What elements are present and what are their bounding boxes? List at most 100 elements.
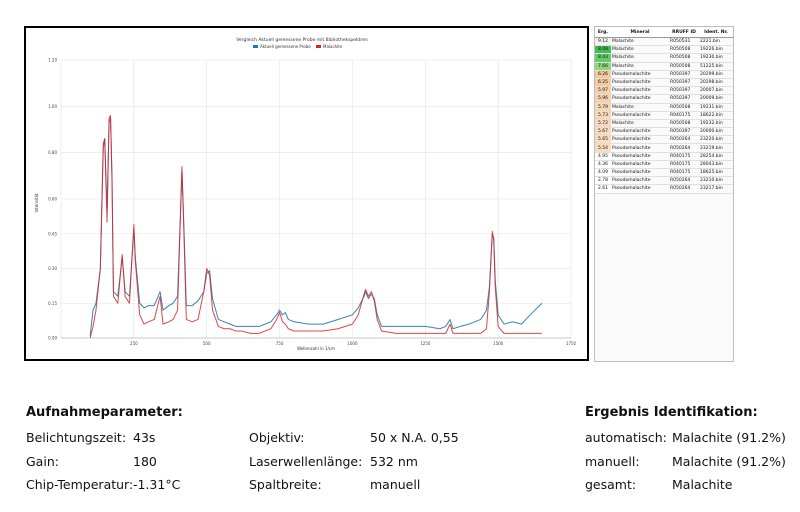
hit-mineral: Pseudomalachite [611, 184, 669, 194]
objektiv-label: Objektiv: [249, 430, 305, 445]
hit-score: 6.26 [595, 70, 611, 79]
chart-legend: Aktuell gemessene Probe Malachite [253, 44, 343, 49]
hit-score: 8.08 [595, 45, 611, 55]
column-header-score[interactable]: Erg. [595, 27, 611, 38]
gesamt-label: gesamt: [585, 477, 637, 492]
hit-row[interactable]: 2.78 Pseudomalachite R050264 23210.bin [595, 176, 733, 186]
legend-series-2-label: Malachite [323, 44, 343, 49]
hit-rruff-id: R040175 [669, 152, 699, 161]
hit-rruff-id: R050397 [669, 70, 699, 79]
laserwellenlaenge-value: 532 nm [370, 454, 418, 469]
hit-rruff-id: R050508 [669, 103, 699, 112]
hit-ident: 18625.bin [699, 168, 733, 178]
y-tick-label: 1.00 [48, 104, 57, 109]
hit-row[interactable]: 4.36 Pseudomalachite R040175 28043.bin [595, 160, 733, 170]
hit-ident: 20009.bin [699, 94, 733, 104]
hit-ident: 20007.bin [699, 86, 733, 96]
hit-ident: 23219.bin [699, 143, 733, 153]
hit-mineral: Pseudomalachite [611, 86, 669, 96]
y-tick-label: 0.80 [48, 150, 57, 155]
hit-score: 5.79 [595, 103, 611, 112]
hit-row[interactable]: 5.72 Malachite R050508 19232.bin [595, 119, 733, 129]
hit-row[interactable]: 8.43 Malachite R050508 19230.bin [595, 53, 733, 63]
aufnahme-section-title: Aufnahmeparameter: [26, 405, 183, 420]
hit-mineral: Pseudomalachite [611, 176, 669, 186]
chart-title: Vergleich Aktuell gemessene Probe mit Bi… [236, 37, 368, 43]
hit-ident: 19232.bin [699, 119, 733, 129]
series-line-2 [89, 115, 542, 339]
hit-score: 9.12 [595, 37, 611, 47]
hit-mineral: Pseudomalachite [611, 70, 669, 79]
hit-row[interactable]: 9.12 Malachite R050531 2221.bin [595, 37, 733, 47]
hit-row[interactable]: 5.96 Pseudomalachite R050397 20009.bin [595, 94, 733, 104]
column-header-mineral[interactable]: Mineral [611, 27, 669, 38]
hit-score: 5.73 [595, 111, 611, 120]
hit-ident: 20299.bin [699, 70, 733, 79]
manuell-value: Malachite (91.2%) [672, 454, 786, 469]
hit-row[interactable]: 6.25 Pseudomalachite R050397 20298.bin [595, 78, 733, 88]
hit-row[interactable]: 5.54 Pseudomalachite R050264 23219.bin [595, 143, 733, 153]
hit-ident: 23220.bin [699, 135, 733, 145]
spectrum-chart-frame: 0.00 0.15 0.30 0.45 0.60 0.80 1.00 1.20 250 500 75… [24, 26, 589, 361]
hit-rruff-id: R050264 [669, 184, 699, 194]
hit-rruff-id: R050397 [669, 86, 699, 96]
hit-mineral: Malachite [611, 62, 669, 71]
hit-mineral: Pseudomalachite [611, 160, 669, 170]
hit-rruff-id: R050397 [669, 127, 699, 137]
gain-value: 180 [133, 454, 157, 469]
library-hits-table: Erg. Mineral RRUFF ID Ident. Nr. 9.12 Mal… [595, 27, 733, 194]
hit-row[interactable]: 5.73 Pseudomalachite R040175 18622.bin [595, 111, 733, 120]
y-tick-label: 0.00 [48, 336, 57, 341]
column-header-rruff-id[interactable]: RRUFF ID [669, 27, 699, 38]
hits-table-header: Erg. Mineral RRUFF ID Ident. Nr. [595, 27, 733, 38]
hit-row[interactable]: 7.66 Malachite R050508 51225.bin [595, 62, 733, 71]
column-header-ident[interactable]: Ident. Nr. [699, 27, 733, 38]
hit-score: 5.96 [595, 94, 611, 104]
legend-series-1-label: Aktuell gemessene Probe [260, 44, 311, 49]
hit-ident: 19230.bin [699, 53, 733, 63]
x-tick-label: 750 [276, 341, 284, 346]
x-tick-label: 250 [130, 341, 138, 346]
hit-rruff-id: R050264 [669, 143, 699, 153]
y-tick-label: 0.30 [48, 266, 57, 271]
hit-mineral: Malachite [611, 37, 669, 47]
spectrum-chart: 0.00 0.15 0.30 0.45 0.60 0.80 1.00 1.20 250 500 75… [26, 28, 587, 359]
hit-rruff-id: R050264 [669, 176, 699, 186]
hit-ident: 20000.bin [699, 127, 733, 137]
hit-rruff-id: R050508 [669, 53, 699, 63]
y-tick-label: 0.15 [48, 301, 57, 306]
hit-row[interactable]: 2.61 Pseudomalachite R050264 23217.bin [595, 184, 733, 194]
hit-row[interactable]: 4.09 Pseudomalachite R040175 18625.bin [595, 168, 733, 178]
hit-score: 5.65 [595, 135, 611, 145]
hit-score: 2.61 [595, 184, 611, 194]
hit-row[interactable]: 5.67 Pseudomalachite R050397 20000.bin [595, 127, 733, 137]
hit-mineral: Pseudomalachite [611, 94, 669, 104]
hit-row[interactable]: 5.97 Pseudomalachite R050397 20007.bin [595, 86, 733, 96]
y-axis-label: Intensität [34, 193, 39, 212]
hit-ident: 18622.bin [699, 111, 733, 120]
hit-ident: 28254.bin [699, 152, 733, 161]
hit-row[interactable]: 6.26 Pseudomalachite R050397 20299.bin [595, 70, 733, 79]
hit-row[interactable]: 4.95 Pseudomalachite R040175 28254.bin [595, 152, 733, 161]
hit-ident: 23210.bin [699, 176, 733, 186]
x-tick-label: 500 [203, 341, 211, 346]
belichtung-value: 43s [133, 430, 156, 445]
hit-score: 5.72 [595, 119, 611, 129]
manuell-label: manuell: [585, 454, 640, 469]
ergebnis-section-title: Ergebnis Identifikation: [585, 405, 758, 420]
hit-score: 5.54 [595, 143, 611, 153]
x-axis-label: Wellenzahl in 1/cm [297, 346, 335, 351]
series-line-1 [89, 117, 543, 336]
chip-temperatur-value: -1.31°C [133, 477, 181, 492]
hit-row[interactable]: 8.08 Malachite R050508 19226.bin [595, 45, 733, 55]
hit-row[interactable]: 5.79 Malachite R050508 19231.bin [595, 103, 733, 112]
hit-score: 4.09 [595, 168, 611, 178]
hit-mineral: Pseudomalachite [611, 78, 669, 88]
hit-rruff-id: R050508 [669, 62, 699, 71]
y-tick-label: 0.45 [48, 231, 57, 236]
y-tick-label: 1.20 [48, 58, 57, 63]
chip-temperatur-label: Chip-Temperatur: [26, 477, 134, 492]
spaltbreite-value: manuell [370, 477, 421, 492]
hit-row[interactable]: 5.65 Pseudomalachite R050264 23220.bin [595, 135, 733, 145]
hit-score: 4.36 [595, 160, 611, 170]
